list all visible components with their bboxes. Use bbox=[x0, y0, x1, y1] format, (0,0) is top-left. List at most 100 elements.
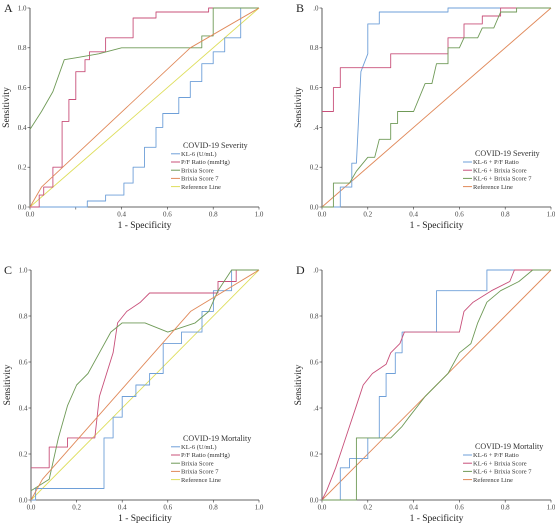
legend-entry: Reference Line bbox=[473, 477, 513, 484]
x-tick-label: 0.0 bbox=[26, 211, 35, 219]
legend-entry: Brixia Score bbox=[181, 167, 214, 174]
x-tick-label: 0.0 bbox=[318, 211, 327, 219]
y-tick-label: .0 bbox=[313, 266, 319, 274]
x-tick-label: 0.8 bbox=[209, 211, 218, 219]
y-tick-label: 0.8 bbox=[19, 312, 28, 320]
y-tick-label: 0.6 bbox=[18, 84, 27, 92]
y-tick-label: 0.0 bbox=[310, 203, 319, 211]
panel-c: C 0.0 0.2 0.4 0.6 0.8 1.0 0.0 0.2 0.4 0.6 0.8 1.0 1 -… bbox=[3, 263, 264, 524]
y-tick-label: 1.0 bbox=[19, 266, 28, 274]
roc-curve-kl-6-brixia-score-7 bbox=[322, 269, 551, 501]
legend-entry: Reference Line bbox=[181, 477, 221, 484]
x-axis-title: 1 - Specificity bbox=[118, 513, 172, 524]
panel-a: A 0.0 0.4 0.6 0.8 1.0 0.0 0.2 0.4 0.6 0.8 1.0 1 - Sp… bbox=[2, 1, 264, 231]
roc-curve-reference-line bbox=[29, 7, 260, 208]
y-tick-label: 0.0 bbox=[18, 203, 27, 211]
x-tick-label: 0.6 bbox=[455, 504, 464, 512]
roc-curve-kl-6-brixia-score-7 bbox=[322, 7, 551, 208]
y-tick-label: 0.8 bbox=[310, 312, 319, 320]
legend-entry: KL-6 + Brixia Score bbox=[473, 167, 527, 174]
legend-entry: KL-6 + P/F Ratio bbox=[473, 159, 519, 166]
x-tick-label: 0.0 bbox=[318, 504, 327, 512]
legend-entry: Reference Line bbox=[181, 184, 221, 191]
x-tick-label: 0.2 bbox=[363, 504, 372, 512]
x-tick-label: 0.6 bbox=[163, 211, 172, 219]
legend-entry: Brixia Score 7 bbox=[181, 176, 219, 183]
x-tick-label: 0.8 bbox=[501, 504, 510, 512]
y-tick-label: 0.8 bbox=[310, 44, 319, 52]
roc-curve-kl-6-p-f-ratio bbox=[322, 269, 551, 501]
panel-letter: B bbox=[296, 1, 304, 15]
legend-entry: Brixia Score bbox=[181, 460, 214, 467]
roc-curve-kl-6-brixia-score bbox=[322, 7, 551, 112]
y-tick-label: 0.6 bbox=[310, 84, 319, 92]
roc-curve-p-f-ratio-mmhg bbox=[30, 7, 259, 208]
legend-title: COVID-19 Severity bbox=[183, 141, 248, 150]
y-axis-title: Sensitivity bbox=[2, 87, 12, 128]
x-tick-label: 0.6 bbox=[163, 504, 172, 512]
x-tick-label: 0.8 bbox=[209, 504, 218, 512]
legend-title: COVID-19 Mortality bbox=[475, 442, 543, 451]
x-axis-title: 1 - Specificity bbox=[410, 220, 464, 231]
y-tick-label: 1.0 bbox=[18, 4, 27, 12]
x-axis-title: 1 - Specificity bbox=[118, 220, 172, 231]
y-tick-label: .4 bbox=[313, 404, 319, 412]
x-tick-label: 0.8 bbox=[501, 211, 510, 219]
y-axis-title: Sensitivity bbox=[294, 364, 304, 405]
x-tick-label: 0.6 bbox=[455, 211, 464, 219]
panel-letter: A bbox=[4, 1, 13, 15]
panel-letter: D bbox=[296, 263, 305, 277]
legend-entry: KL-6 + P/F Ratio bbox=[473, 452, 519, 459]
y-tick-label: 0.2 bbox=[18, 164, 27, 172]
legend-entry: KL-6 + Brixia Score 7 bbox=[473, 176, 532, 183]
y-tick-label: 0.4 bbox=[19, 404, 28, 412]
y-tick-label: 0.0 bbox=[310, 496, 319, 504]
roc-curve-kl-6-brixia-score bbox=[321, 269, 551, 501]
roc-curve-brixia-score-7 bbox=[29, 7, 260, 208]
y-tick-label: 0.0 bbox=[19, 496, 28, 504]
roc-curve-brixia-score bbox=[29, 7, 259, 130]
roc-curve-kl-6-p-f-ratio bbox=[322, 7, 551, 208]
legend-entry: KL-6 (U/mL) bbox=[181, 151, 217, 158]
x-tick-label: 1.0 bbox=[547, 504, 555, 512]
roc-curve-kl-6-u-ml bbox=[30, 7, 259, 208]
panel-d: D 0.0 0.2 0.4 0.6 0.8 1.0 0.0 0.2 .4 0.6 0.8 .0 1 - S… bbox=[294, 263, 555, 524]
legend-entry: Reference Line bbox=[473, 184, 513, 191]
y-axis-title: Sensitivity bbox=[3, 364, 13, 405]
legend-title: COVID-19 Severity bbox=[475, 149, 540, 158]
y-tick-label: .4 bbox=[313, 124, 319, 132]
legend-entry: P/F Ratio (mmHg) bbox=[181, 159, 230, 166]
roc-curve-brixia-score bbox=[30, 269, 259, 492]
roc-curve-reference-line bbox=[321, 7, 552, 208]
x-tick-label: 0.0 bbox=[27, 504, 36, 512]
y-tick-label: 0.2 bbox=[19, 450, 28, 458]
panel-b: B 0.0 0.2 0.4 0.6 0.8 1.0 0.0 0.2 .4 0.6 0.8 .0 1 - S… bbox=[294, 1, 555, 231]
y-tick-label: 0.8 bbox=[18, 44, 27, 52]
x-tick-label: 0.4 bbox=[409, 504, 418, 512]
legend-entry: KL-6 (U/mL) bbox=[181, 444, 217, 451]
legend-title: COVID-19 Mortality bbox=[183, 434, 251, 443]
x-axis-title: 1 - Specificity bbox=[410, 513, 464, 524]
legend-entry: KL-6 + Brixia Score bbox=[473, 460, 527, 467]
x-tick-label: 0.4 bbox=[118, 504, 127, 512]
legend-entry: KL-6 + Brixia Score 7 bbox=[473, 469, 532, 476]
x-tick-label: 0.4 bbox=[409, 211, 418, 219]
y-axis-title: Sensitivity bbox=[294, 87, 304, 128]
y-tick-label: 0.6 bbox=[310, 358, 319, 366]
roc-curve-brixia-score-7 bbox=[30, 269, 260, 501]
legend-entry: P/F Ratio (mmHg) bbox=[181, 452, 230, 459]
roc-curve-kl-6-u-ml bbox=[31, 269, 259, 501]
y-tick-label: 0.4 bbox=[18, 124, 27, 132]
x-tick-label: 0.4 bbox=[117, 211, 126, 219]
y-tick-label: 0.2 bbox=[310, 450, 319, 458]
y-tick-label: .0 bbox=[313, 4, 319, 12]
panel-letter: C bbox=[4, 263, 12, 277]
y-tick-label: 0.2 bbox=[310, 164, 319, 172]
legend-entry: Brixia Score 7 bbox=[181, 469, 219, 476]
x-tick-label: 1.0 bbox=[255, 211, 264, 219]
